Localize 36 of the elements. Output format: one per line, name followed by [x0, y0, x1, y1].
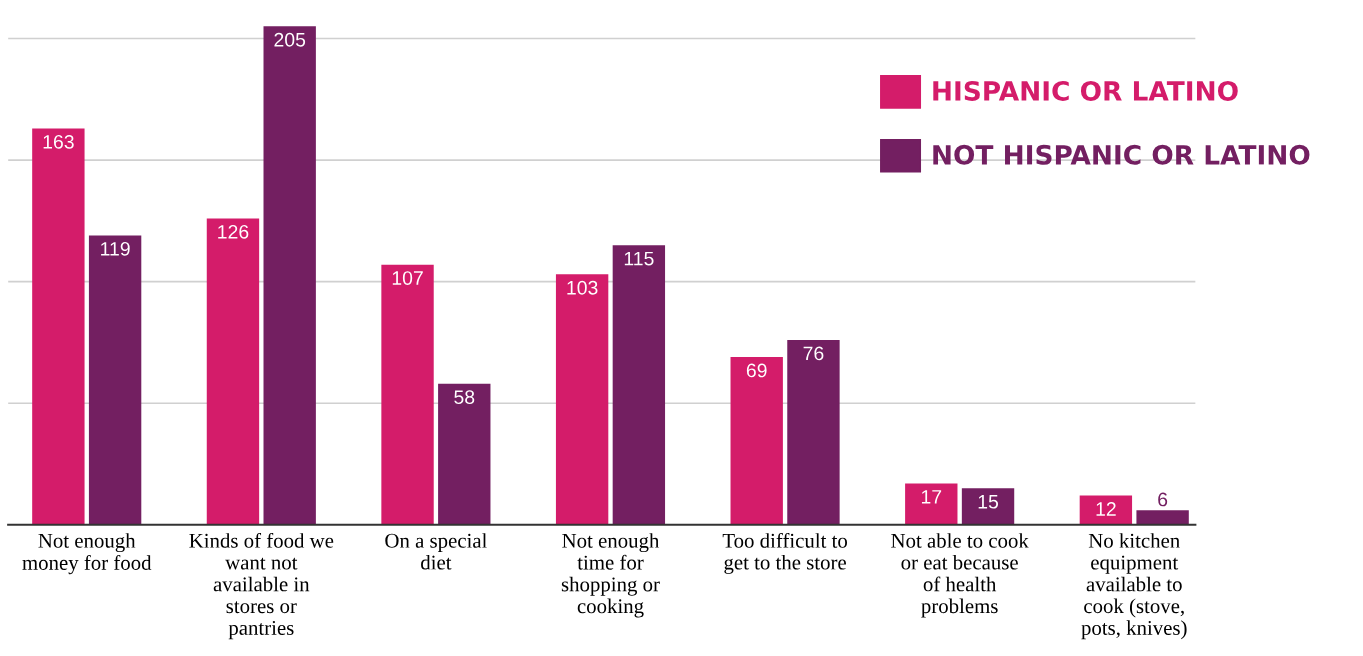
x-tick-label: Kinds of food we want not available in stores or pantries: [189, 532, 334, 640]
data-label: 163: [43, 134, 74, 149]
bar: [612, 245, 666, 525]
bar: [787, 340, 840, 525]
data-label: 15: [978, 495, 999, 509]
bar: [88, 235, 142, 525]
x-tick-label: On a special diet: [385, 533, 487, 570]
x-tick-label: Not able to cook or eat because of health problems: [891, 533, 1029, 618]
bar: [555, 274, 609, 525]
bar: [1136, 510, 1189, 525]
data-label: 76: [803, 346, 824, 361]
bar: [206, 218, 260, 525]
bar: [438, 383, 491, 525]
data-label: 107: [392, 271, 423, 285]
data-label: 12: [1096, 502, 1116, 516]
data-label: 103: [567, 280, 598, 295]
data-label: 69: [746, 363, 767, 378]
data-label: 17: [921, 490, 942, 504]
data-label: 205: [274, 32, 306, 47]
x-tick-label: Too difficult to get to the store: [722, 532, 848, 574]
data-label: 115: [624, 251, 654, 266]
bar: [32, 128, 85, 525]
bar: [263, 26, 316, 525]
bar: [961, 488, 1015, 525]
x-tick-label: Not enough money for food: [22, 533, 152, 575]
bar: [381, 264, 434, 525]
data-label: 58: [454, 390, 475, 405]
data-label: 6: [1158, 492, 1168, 507]
legend-label: HISPANIC OR LATINO: [933, 80, 1238, 101]
x-tick-label: Not enough time for shopping or cooking: [561, 533, 660, 618]
legend-label: NOT HISPANIC OR LATINO: [933, 144, 1310, 165]
x-tick-label: No kitchen equipment available to cook (stove, pots, knives): [1081, 533, 1187, 640]
data-label: 119: [101, 241, 130, 256]
bar: [730, 357, 783, 525]
data-label: 126: [218, 224, 249, 239]
bar: [905, 483, 958, 525]
